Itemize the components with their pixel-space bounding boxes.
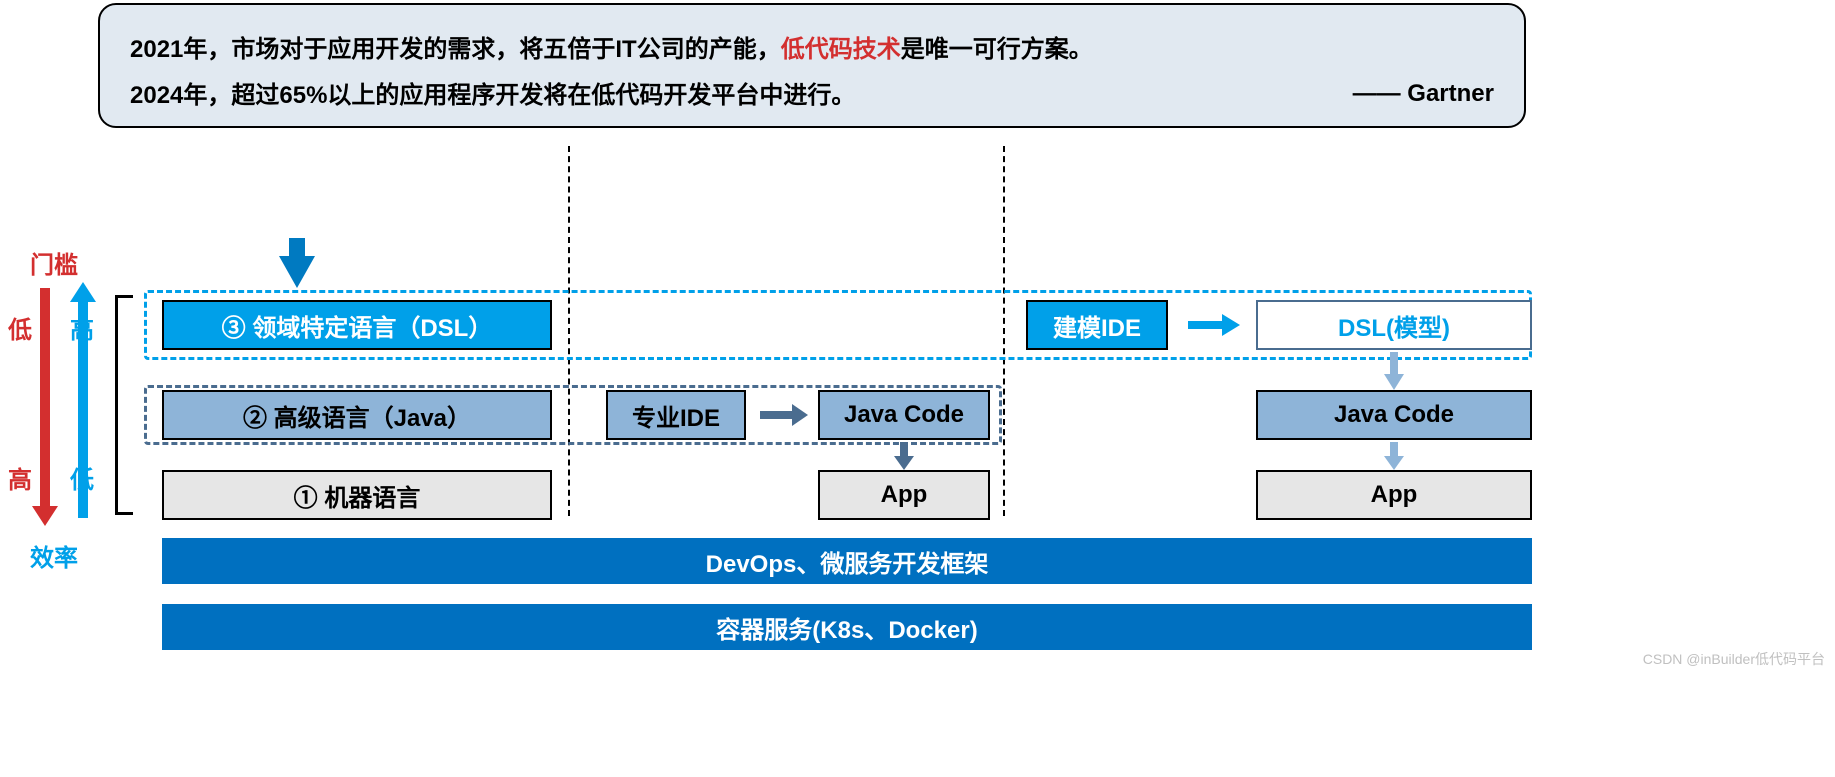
quote-attribution: —— Gartner xyxy=(1353,80,1494,108)
quote-box: 2021年，市场对于应用开发的需求，将五倍于IT公司的产能，低代码技术是唯一可行… xyxy=(98,3,1526,128)
row-bracket-icon xyxy=(115,295,133,515)
quote-line1-pre: 2021年，市场对于应用开发的需求，将五倍于IT公司的产能， xyxy=(130,36,781,63)
entry-arrow-down-icon xyxy=(279,256,315,288)
app-box-2: App xyxy=(1256,470,1532,520)
arrow-model-to-dsl-icon xyxy=(1186,308,1240,342)
quote-highlight: 低代码技术 xyxy=(781,36,901,63)
efficiency-label: 效率 xyxy=(30,538,78,573)
java-code-box-2: Java Code xyxy=(1256,390,1532,440)
threshold-label: 门槛 xyxy=(30,245,78,280)
container-bar: 容器服务(K8s、Docker) xyxy=(162,604,1532,650)
arrow-ide-to-java-icon xyxy=(758,398,808,432)
entry-arrow-stem xyxy=(289,238,305,258)
quote-line-1: 2021年，市场对于应用开发的需求，将五倍于IT公司的产能，低代码技术是唯一可行… xyxy=(130,27,1494,73)
arrow-dsl-to-java-icon xyxy=(1382,352,1406,390)
arrow-java-to-app-icon xyxy=(892,442,916,470)
machine-box: ① 机器语言 xyxy=(162,470,552,520)
quote-line1-post: 是唯一可行方案。 xyxy=(901,36,1093,63)
model-ide-box: 建模IDE xyxy=(1026,300,1168,350)
dsl-model-box: DSL(模型) xyxy=(1256,300,1532,350)
watermark: CSDN @inBuilder低代码平台 xyxy=(1643,649,1825,669)
dsl-box: ③ 领域特定语言（DSL） xyxy=(162,300,552,350)
app-box-1: App xyxy=(818,470,990,520)
efficiency-arrow-up-icon xyxy=(78,300,88,518)
java-code-box-1: Java Code xyxy=(818,390,990,440)
threshold-arrow-down-icon xyxy=(40,288,50,508)
threshold-low: 低 xyxy=(8,310,32,345)
arrow-java2-to-app-icon xyxy=(1382,442,1406,470)
java-box: ② 高级语言（Java） xyxy=(162,390,552,440)
devops-bar: DevOps、微服务开发框架 xyxy=(162,538,1532,584)
threshold-high: 高 xyxy=(8,460,32,495)
pro-ide-box: 专业IDE xyxy=(606,390,746,440)
quote-line-2: 2024年，超过65%以上的应用程序开发将在低代码开发平台中进行。 xyxy=(130,73,1494,119)
